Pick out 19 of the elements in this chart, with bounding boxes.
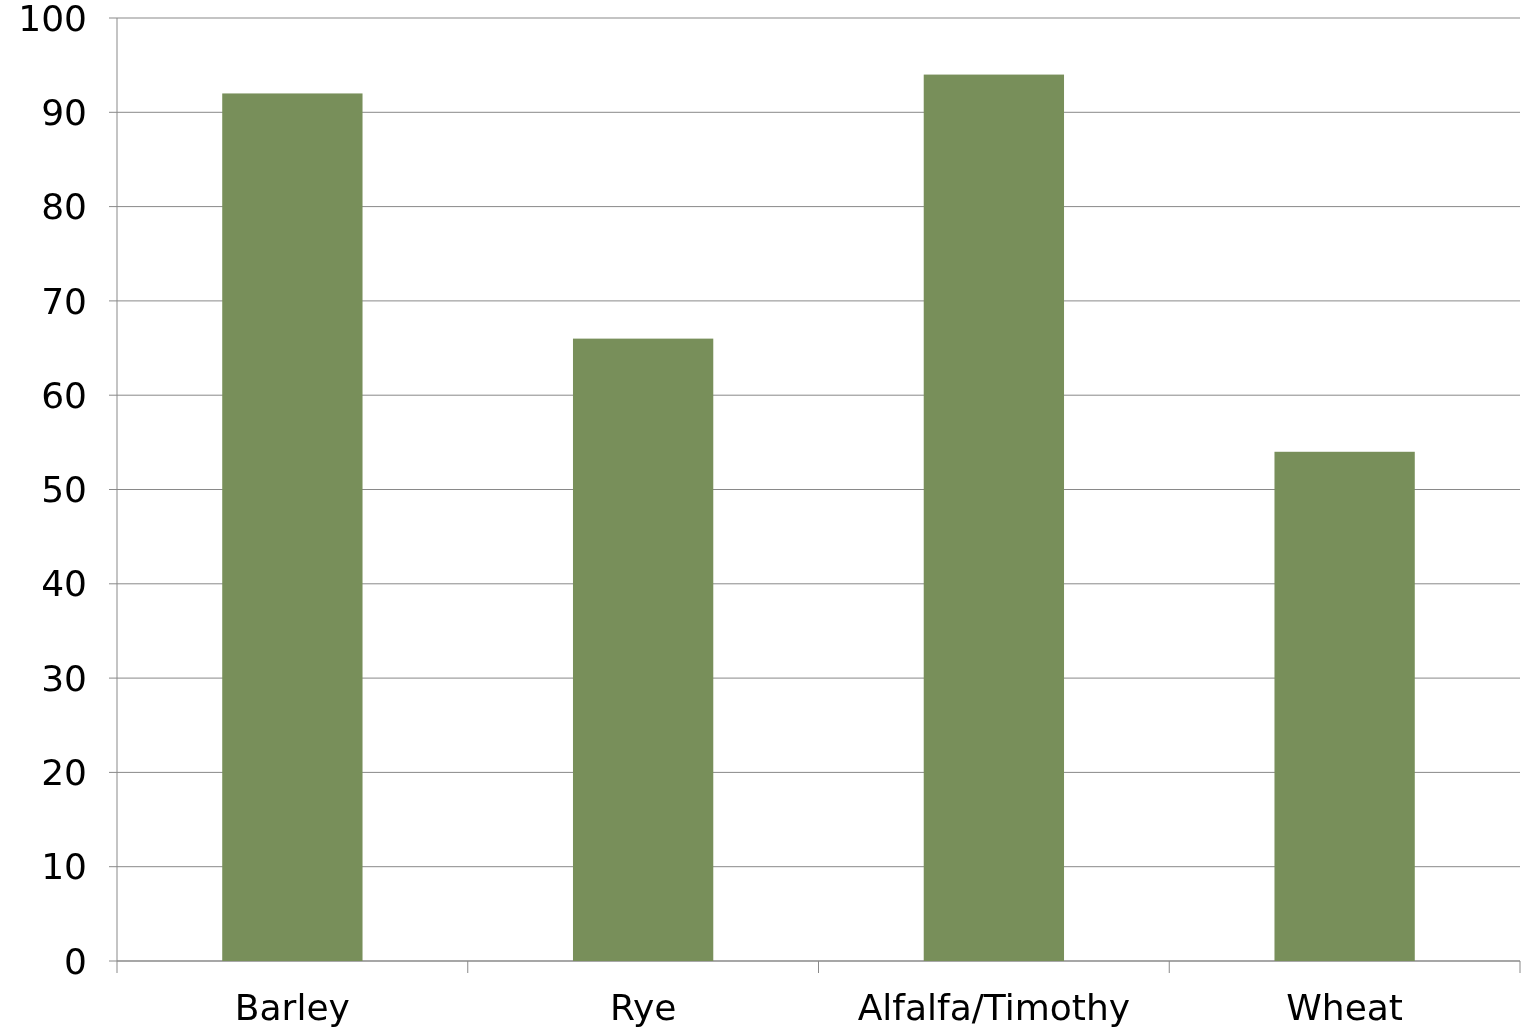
y-tick-label: 60 [41,374,87,416]
y-tick-label: 50 [41,469,87,511]
y-tick-label: 80 [41,186,87,228]
y-tick-label: 90 [41,91,87,133]
y-tick-label: 0 [64,940,87,982]
bar [923,74,1065,961]
y-tick-label: 30 [41,657,87,699]
y-tick-label: 70 [41,280,87,322]
y-tick-label: 20 [41,752,87,793]
x-tick-label: Barley [234,987,350,1028]
bar [222,93,363,961]
bar [1274,451,1415,961]
bar [572,338,714,961]
y-tick-label: 100 [18,0,87,39]
y-tick-label: 10 [41,846,87,888]
x-tick-label: Wheat [1286,987,1403,1028]
x-tick-label: Rye [609,987,677,1028]
x-tick-label: Alfalfa/Timothy [857,987,1131,1028]
y-tick-label: 40 [41,563,87,605]
